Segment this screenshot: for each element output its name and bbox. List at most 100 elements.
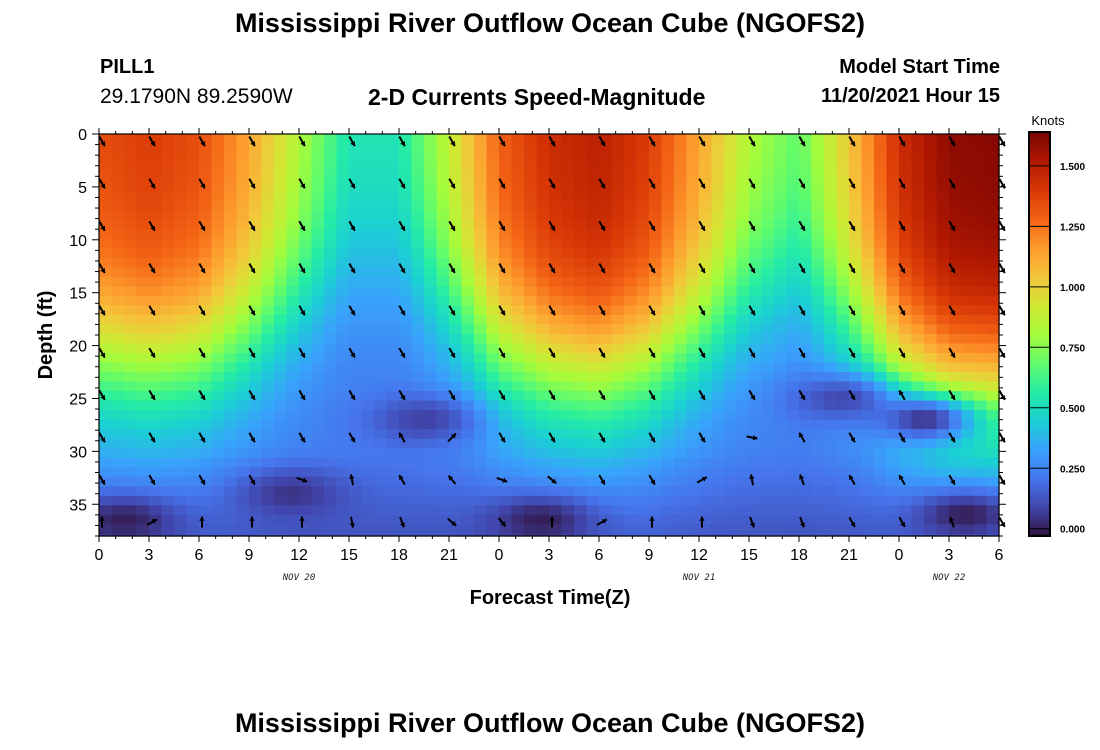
heatmap-cell [624, 343, 638, 354]
heatmap-cell [486, 410, 500, 421]
heatmap-cell [949, 514, 963, 525]
heatmap-cell [536, 514, 550, 525]
heatmap-cell [899, 295, 913, 306]
heatmap-cell [149, 153, 163, 164]
heatmap-cell [861, 524, 875, 535]
heatmap-cell [149, 191, 163, 202]
heatmap-cell [611, 457, 625, 468]
heatmap-cell [536, 343, 550, 354]
heatmap-cell [611, 343, 625, 354]
heatmap-cell [761, 419, 775, 430]
y-tick-label: 20 [69, 339, 87, 356]
colorbar-segment [1029, 132, 1050, 136]
heatmap-cell [749, 305, 763, 316]
heatmap-cell [161, 495, 175, 506]
heatmap-cell [161, 143, 175, 154]
heatmap-cell [474, 219, 488, 230]
heatmap-cell [936, 295, 950, 306]
heatmap-cell [486, 352, 500, 364]
heatmap-cell [299, 429, 313, 440]
heatmap-cell [236, 276, 250, 287]
heatmap-cell [99, 410, 113, 421]
heatmap-cell [161, 191, 175, 202]
heatmap-cell [186, 381, 200, 392]
heatmap-cell [449, 286, 463, 297]
colorbar-segment [1029, 377, 1050, 382]
heatmap-cell [686, 248, 700, 259]
heatmap-cell [686, 438, 700, 449]
heatmap-cell [524, 257, 538, 268]
heatmap-cell [99, 352, 113, 364]
heatmap-cell [911, 181, 925, 192]
heatmap-cell [236, 352, 250, 364]
heatmap-cell [386, 410, 400, 421]
heatmap-cell [349, 238, 363, 249]
heatmap-cell [649, 172, 663, 183]
heatmap-cell [736, 476, 750, 487]
heatmap-cell [361, 486, 375, 497]
heatmap-cell [399, 314, 413, 326]
heatmap-cell [599, 143, 613, 154]
heatmap-cell [311, 333, 325, 345]
heatmap-cell [586, 238, 600, 249]
heatmap-cell [849, 295, 863, 306]
heatmap-cell [199, 219, 213, 230]
heatmap-cell [461, 533, 475, 537]
heatmap-cell [499, 248, 513, 259]
heatmap-cell [424, 524, 438, 535]
heatmap-cell [211, 314, 225, 326]
heatmap-cell [736, 219, 750, 230]
heatmap-cell [861, 143, 875, 154]
heatmap-cell [824, 467, 838, 478]
heatmap-cell [261, 476, 275, 487]
heatmap-cell [549, 162, 563, 173]
heatmap-cell [624, 419, 638, 430]
heatmap-cell [336, 219, 350, 230]
heatmap-cell [949, 419, 963, 430]
colorbar-segment [1029, 162, 1050, 167]
heatmap-cell [624, 524, 638, 535]
heatmap-cell [774, 524, 788, 535]
current-arrow [148, 432, 156, 443]
heatmap-cell [336, 267, 350, 278]
heatmap-cell [649, 276, 663, 287]
arrow-head [150, 141, 155, 147]
heatmap-cell [811, 467, 825, 478]
heatmap-cell [649, 324, 663, 335]
heatmap-cell [186, 200, 200, 211]
heatmap-cell [336, 448, 350, 459]
heatmap-cell [249, 438, 263, 449]
heatmap-cell [786, 286, 800, 297]
heatmap-cell [899, 333, 913, 345]
heatmap-cell [224, 391, 238, 402]
heatmap-cell [311, 467, 325, 478]
heatmap-cell [461, 153, 475, 164]
current-arrow [148, 136, 156, 147]
heatmap-cell [949, 381, 963, 392]
heatmap-cell [761, 333, 775, 345]
heatmap-cell [836, 276, 850, 287]
heatmap-cell [874, 410, 888, 421]
current-arrow [398, 432, 406, 443]
heatmap-cell [524, 391, 538, 402]
heatmap-cell [199, 286, 213, 297]
heatmap-cell [549, 381, 563, 392]
heatmap-cell [436, 314, 450, 326]
heatmap-cell [324, 191, 338, 202]
heatmap-cell [199, 238, 213, 249]
heatmap-cell [211, 514, 225, 525]
heatmap-cell [211, 533, 225, 537]
heatmap-cell [499, 134, 513, 145]
heatmap-cell [574, 381, 588, 392]
heatmap-cell [274, 286, 288, 297]
heatmap-cell [861, 324, 875, 335]
heatmap-cell [161, 286, 175, 297]
colorbar-segment [1029, 152, 1050, 157]
heatmap-cell [374, 533, 388, 537]
heatmap-cell [786, 429, 800, 440]
heatmap-cell [99, 495, 113, 506]
heatmap-cell [499, 400, 513, 411]
heatmap-cell [136, 295, 150, 306]
heatmap-cell [961, 229, 975, 240]
heatmap-cell [786, 505, 800, 516]
